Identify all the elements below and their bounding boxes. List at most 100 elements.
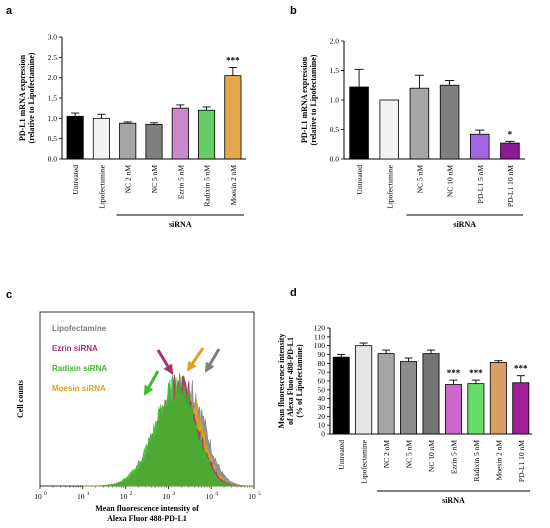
category-label-d: NC 2 nM bbox=[382, 440, 391, 469]
y-tick-label-d: 30 bbox=[318, 403, 326, 412]
y-tick-label-a: 0.0 bbox=[48, 155, 58, 164]
y-tick-label-a: 1.5 bbox=[48, 94, 58, 103]
category-label-d: Untreated bbox=[337, 440, 346, 470]
bar-b-3 bbox=[409, 87, 430, 160]
panel-letter-b: b bbox=[290, 5, 297, 17]
x-tick-exponent-c: 2 bbox=[130, 491, 133, 497]
bar-d-4 bbox=[400, 361, 418, 435]
legend-entry-c-1: Lipofectamine bbox=[52, 324, 107, 333]
bar-a-2 bbox=[92, 117, 110, 160]
bar-a-4 bbox=[145, 124, 163, 160]
y-tick-label-d: 120 bbox=[314, 324, 326, 333]
arrow-head-c-2 bbox=[144, 384, 154, 396]
bar-b-5 bbox=[469, 133, 490, 160]
panel-letter-a: a bbox=[6, 5, 13, 17]
y-tick-label-b: 0.5 bbox=[330, 125, 340, 134]
bar-a-7 bbox=[224, 75, 242, 160]
category-label-b: NC 5 nM bbox=[415, 165, 424, 194]
category-label-a: NC 5 nM bbox=[150, 165, 159, 194]
y-tick-label-d: 70 bbox=[318, 368, 326, 377]
x-tick-label-c: 10 bbox=[205, 492, 213, 501]
x-tick-label-c: 10 bbox=[163, 492, 171, 501]
group-label-b: siRNA bbox=[453, 220, 476, 229]
x-tick-exponent-c: 4 bbox=[215, 491, 218, 497]
category-label-d: PD-L1 10 nM bbox=[517, 440, 526, 482]
y-axis-title-a: (relative to Lipofectamine) bbox=[27, 52, 36, 143]
y-tick-label-d: 20 bbox=[318, 412, 326, 421]
category-label-a: Lipofectamine bbox=[97, 164, 106, 208]
y-axis-title-d: (% of Lipofectamine) bbox=[295, 344, 304, 418]
category-label-d: Radixin 5 nM bbox=[472, 440, 481, 482]
significance-mark-b: * bbox=[508, 129, 513, 139]
y-tick-label-a: 0.5 bbox=[48, 134, 58, 143]
category-label-b: Lipofectamine bbox=[385, 164, 394, 208]
category-label-d: NC 5 nM bbox=[405, 440, 414, 469]
y-tick-label-a: 2.5 bbox=[48, 53, 58, 62]
category-label-a: Untreated bbox=[71, 165, 80, 195]
y-tick-label-b: 1.0 bbox=[330, 96, 340, 105]
bar-d-9 bbox=[512, 382, 530, 435]
x-tick-label-c: 10 bbox=[248, 492, 256, 501]
category-label-d: Ezrin 5 nM bbox=[449, 440, 458, 474]
significance-mark-d: *** bbox=[469, 368, 483, 378]
x-tick-exponent-c: 0 bbox=[44, 491, 47, 497]
x-tick-exponent-c: 1 bbox=[87, 491, 90, 497]
y-tick-label-d: 80 bbox=[318, 359, 326, 368]
y-axis-title-c: Cell counts bbox=[16, 380, 25, 418]
category-label-a: NC 2 nM bbox=[124, 165, 133, 194]
bar-a-6 bbox=[198, 109, 216, 160]
y-axis-title-d: of Alexa Fluor 488-PD-L1 bbox=[286, 337, 295, 425]
significance-mark-d: *** bbox=[447, 368, 461, 378]
panel-letter-d: d bbox=[290, 287, 297, 299]
y-tick-label-d: 50 bbox=[318, 385, 326, 394]
bar-b-6 bbox=[500, 142, 520, 160]
y-tick-label-b: 1.5 bbox=[330, 66, 340, 75]
group-label-d: siRNA bbox=[442, 496, 465, 505]
y-tick-label-a: 1.0 bbox=[48, 114, 58, 123]
y-tick-label-b: 0.0 bbox=[330, 155, 340, 164]
x-tick-exponent-c: 5 bbox=[258, 491, 261, 497]
category-label-b: NC 10 nM bbox=[446, 165, 455, 197]
category-label-b: PD-L1 5 nM bbox=[476, 165, 485, 204]
y-axis-title-a: PD-L1 mRNA expression bbox=[18, 54, 27, 141]
y-tick-label-b: 2.0 bbox=[330, 37, 340, 46]
category-label-d: Lipofectamine bbox=[360, 439, 369, 483]
legend-entry-c-4: Moesin siRNA bbox=[52, 384, 106, 393]
y-tick-label-d: 60 bbox=[318, 377, 326, 386]
bar-d-3 bbox=[377, 353, 395, 435]
y-axis-title-b: (relative to Lipofectamine) bbox=[309, 54, 318, 145]
bar-b-2 bbox=[379, 99, 400, 160]
bar-d-7 bbox=[467, 383, 485, 435]
y-tick-label-d: 100 bbox=[314, 341, 326, 350]
y-tick-label-a: 2.0 bbox=[48, 73, 58, 82]
legend-entry-c-2: Ezrin siRNA bbox=[52, 344, 98, 353]
category-label-a: Radixin 5 nM bbox=[203, 165, 212, 207]
category-label-b: Untreated bbox=[355, 165, 364, 195]
y-tick-label-d: 0 bbox=[321, 430, 325, 439]
category-label-a: Ezrin 5 nM bbox=[176, 165, 185, 199]
bar-a-5 bbox=[171, 107, 189, 160]
x-tick-label-c: 10 bbox=[77, 492, 85, 501]
category-label-d: Moesin 2 nM bbox=[494, 440, 503, 481]
arrow-head-c-4 bbox=[204, 361, 215, 373]
legend-entry-c-3: Radixin siRNA bbox=[52, 364, 107, 373]
x-tick-exponent-c: 3 bbox=[172, 491, 175, 497]
y-tick-label-d: 90 bbox=[318, 350, 326, 359]
significance-mark-d: *** bbox=[514, 364, 528, 374]
arrow-head-c-1 bbox=[163, 363, 174, 375]
bar-d-6 bbox=[444, 384, 462, 435]
bar-b-1 bbox=[349, 86, 369, 160]
bar-d-8 bbox=[489, 362, 507, 435]
bar-d-2 bbox=[355, 345, 373, 435]
category-label-b: PD-L1 10 nM bbox=[506, 165, 515, 207]
y-tick-label-d: 10 bbox=[318, 421, 326, 430]
bar-b-4 bbox=[439, 84, 460, 160]
significance-mark-a: *** bbox=[226, 56, 240, 66]
group-label-a: siRNA bbox=[169, 220, 192, 229]
y-axis-title-b: PD-L1 mRNA expression bbox=[300, 56, 309, 143]
panel-letter-c: c bbox=[6, 289, 12, 301]
arrow-head-c-3 bbox=[186, 360, 197, 372]
x-axis-title-c: Mean fluorescence intensity of bbox=[95, 504, 199, 513]
bar-d-1 bbox=[332, 356, 350, 435]
